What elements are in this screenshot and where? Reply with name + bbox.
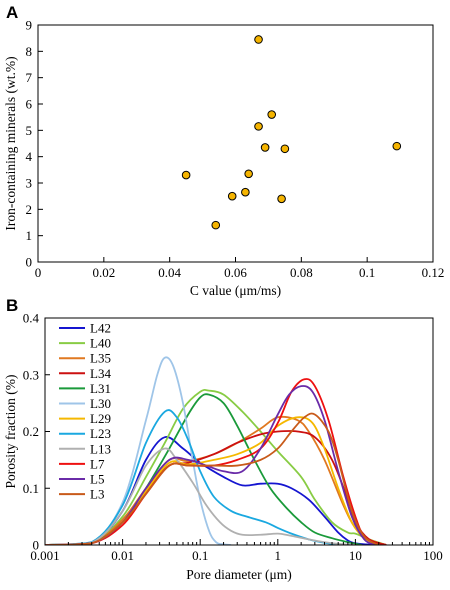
panel-letter: A [6,3,18,22]
series-curves [45,356,387,545]
y-tick-label: 6 [26,97,33,112]
scatter-point [241,187,250,197]
x-tick-label: 0.1 [192,548,208,563]
series-line-l42 [45,436,376,545]
scatter-point [277,194,286,204]
legend-label: L31 [90,381,111,396]
y-tick-label: 0 [33,538,40,553]
x-tick-label: 0.01 [111,548,134,563]
x-tick-label: 0.12 [422,265,445,280]
y-tick-label: 4 [26,149,33,164]
scatter-point [244,169,253,179]
series-line-l40 [45,388,387,545]
legend-label: L42 [90,321,111,336]
x-axis-title: C value (μm/ms) [190,283,281,298]
legend-label: L3 [90,487,104,502]
legend-label: L35 [90,351,111,366]
panel-b-line-chart: B 0.001 0.01 0.1 1 10 100 0 0.1 0.2 0.3 0.4 Pore dia… [3,296,443,582]
y-tick-label: 2 [26,202,33,217]
legend-label: L29 [90,411,111,426]
scatter-point [254,122,263,131]
x-tick-label: 0.02 [92,265,115,280]
x-tick-label: 0.1 [359,265,375,280]
legend-label: L34 [90,366,111,381]
y-tick-label: 5 [26,123,33,138]
scatter-point [260,143,270,152]
panel-letter: B [6,296,18,315]
legend-label: L13 [90,441,111,456]
y-tick-label: 8 [26,44,33,59]
panel-a-scatter-chart: A 0 0.02 0.04 0.06 0.08 0.1 0.12 0 1 2 3 4 5 6 7 8 9 C val… [3,3,444,298]
series-line-l3 [45,412,380,545]
scatter-point [211,220,221,230]
x-tick-label: 0.06 [224,265,247,280]
y-tick-label: 0.4 [23,311,40,326]
x-tick-label: 0.04 [158,265,181,280]
legend-label: L30 [90,396,111,411]
y-tick-label: 3 [26,176,33,191]
series-line-l13 [45,447,356,545]
y-axis-title: Iron-containing minerals (wt.%) [3,56,18,230]
x-tick-label: 0.001 [30,548,59,563]
y-tick-label: 1 [26,228,33,243]
x-tick-label: 100 [423,548,443,563]
scatter-point [267,110,277,119]
x-axis-title: Pore diameter (μm) [186,567,291,582]
x-tick-label: 0.08 [290,265,313,280]
y-axis-title: Porosity fraction (%) [3,375,18,489]
scatter-point [280,144,290,154]
x-tick-label: 1 [275,548,282,563]
y-tick-label: 7 [26,70,33,85]
y-tick-label: 0.1 [23,481,39,496]
y-tick-label: 0.3 [23,367,39,382]
x-tick-label: 0 [35,265,42,280]
series-line-l29 [45,416,380,545]
scatter-point [181,170,191,180]
series-line-l30 [45,356,232,545]
x-tick-label: 10 [349,548,362,563]
y-tick-label: 0 [26,255,33,270]
y-tick-label: 9 [26,18,33,33]
legend-label: L5 [90,472,104,487]
plot-frame [37,24,434,263]
series-line-l5 [45,385,376,545]
legend-label: L23 [90,426,111,441]
scatter-point [227,191,237,201]
scatter-point [392,141,402,151]
scatter-point [254,35,263,44]
legend-label: L40 [90,336,111,351]
legend-label: L7 [90,456,105,471]
y-tick-label: 0.2 [23,424,39,439]
